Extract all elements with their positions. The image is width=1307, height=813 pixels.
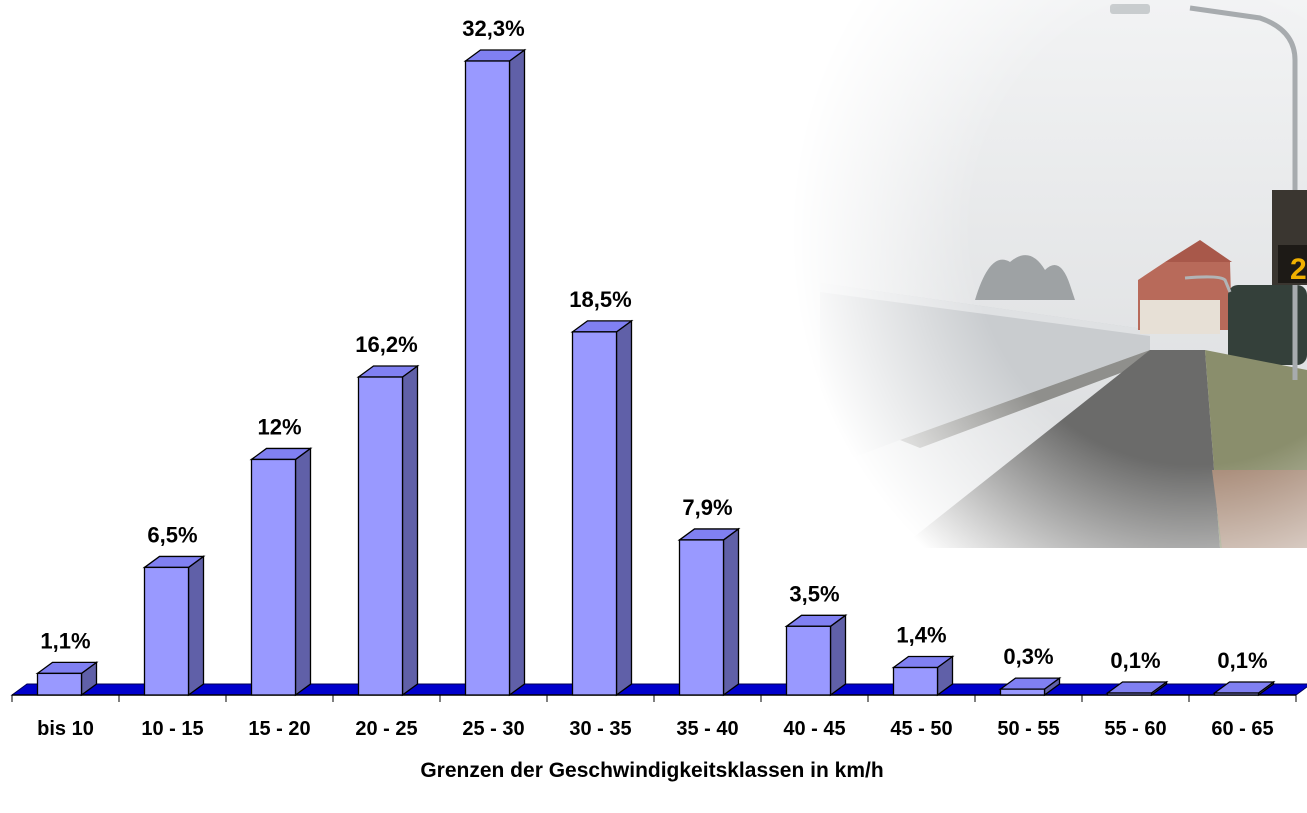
x-axis bbox=[11, 694, 1297, 702]
bar-side bbox=[508, 48, 526, 697]
x-tick-label: 20 - 25 bbox=[355, 718, 417, 740]
x-tick-label: 40 - 45 bbox=[783, 718, 845, 740]
bar-front bbox=[571, 331, 618, 696]
data-label: 0,1% bbox=[1110, 648, 1160, 673]
bar-front bbox=[357, 376, 404, 696]
bar bbox=[784, 614, 848, 697]
bar-front bbox=[464, 60, 511, 696]
bar bbox=[570, 319, 634, 697]
x-tick-label: bis 10 bbox=[37, 718, 94, 740]
x-tick-label: 25 - 30 bbox=[462, 718, 524, 740]
data-label: 1,1% bbox=[40, 628, 90, 653]
x-tick-label: 15 - 20 bbox=[248, 718, 310, 740]
bar-side bbox=[294, 447, 312, 697]
bar-front bbox=[250, 458, 297, 696]
x-tick-label: 60 - 65 bbox=[1211, 718, 1273, 740]
bar bbox=[35, 661, 99, 697]
bar bbox=[356, 364, 420, 697]
data-label: 0,1% bbox=[1217, 648, 1267, 673]
x-tick-label: 50 - 55 bbox=[997, 718, 1059, 740]
data-label: 7,9% bbox=[682, 495, 732, 520]
data-label: 32,3% bbox=[462, 16, 524, 41]
bar-side bbox=[615, 319, 633, 697]
street-photo: 2 bbox=[790, 0, 1307, 548]
bar-front bbox=[999, 688, 1046, 696]
data-label: 16,2% bbox=[355, 332, 417, 357]
bar-side bbox=[401, 364, 419, 697]
bar bbox=[463, 48, 527, 697]
data-label: 3,5% bbox=[789, 581, 839, 606]
x-tick-label: 30 - 35 bbox=[569, 718, 631, 740]
bar-side bbox=[187, 555, 205, 697]
data-labels: 1,1% 6,5% 12% 16,2% 32,3% 18,5% 7,9% 3,5% 1,4% 0,… bbox=[40, 16, 1267, 673]
bar-front bbox=[36, 672, 83, 696]
bar-front bbox=[1213, 692, 1260, 696]
bar-front bbox=[892, 666, 939, 696]
x-tick-label: 35 - 40 bbox=[676, 718, 738, 740]
x-axis-title: Grenzen der Geschwindigkeitsklassen in k… bbox=[420, 759, 883, 782]
data-label: 6,5% bbox=[147, 522, 197, 547]
data-label: 1,4% bbox=[896, 623, 946, 648]
x-tick-label: 45 - 50 bbox=[890, 718, 952, 740]
bar-side bbox=[722, 527, 740, 697]
svg-text:2: 2 bbox=[1290, 253, 1307, 286]
bar bbox=[998, 676, 1062, 697]
bar bbox=[1105, 680, 1169, 697]
bar bbox=[142, 555, 206, 697]
bar bbox=[677, 527, 741, 697]
x-tick-labels: bis 10 10 - 15 15 - 20 20 - 25 25 - 30 30 - 3… bbox=[37, 718, 1273, 740]
bar-front bbox=[678, 539, 725, 696]
bar-front bbox=[1106, 692, 1153, 696]
data-label: 0,3% bbox=[1003, 644, 1053, 669]
bar-side bbox=[829, 614, 847, 697]
bar-front bbox=[785, 625, 832, 696]
bar bbox=[1212, 680, 1276, 697]
x-tick-label: 55 - 60 bbox=[1104, 718, 1166, 740]
bar-series bbox=[35, 48, 1276, 697]
bar bbox=[891, 655, 955, 697]
bar bbox=[249, 447, 313, 697]
bar-front bbox=[143, 566, 190, 696]
data-label: 18,5% bbox=[569, 287, 631, 312]
data-label: 12% bbox=[257, 414, 301, 439]
x-tick-label: 10 - 15 bbox=[141, 718, 203, 740]
